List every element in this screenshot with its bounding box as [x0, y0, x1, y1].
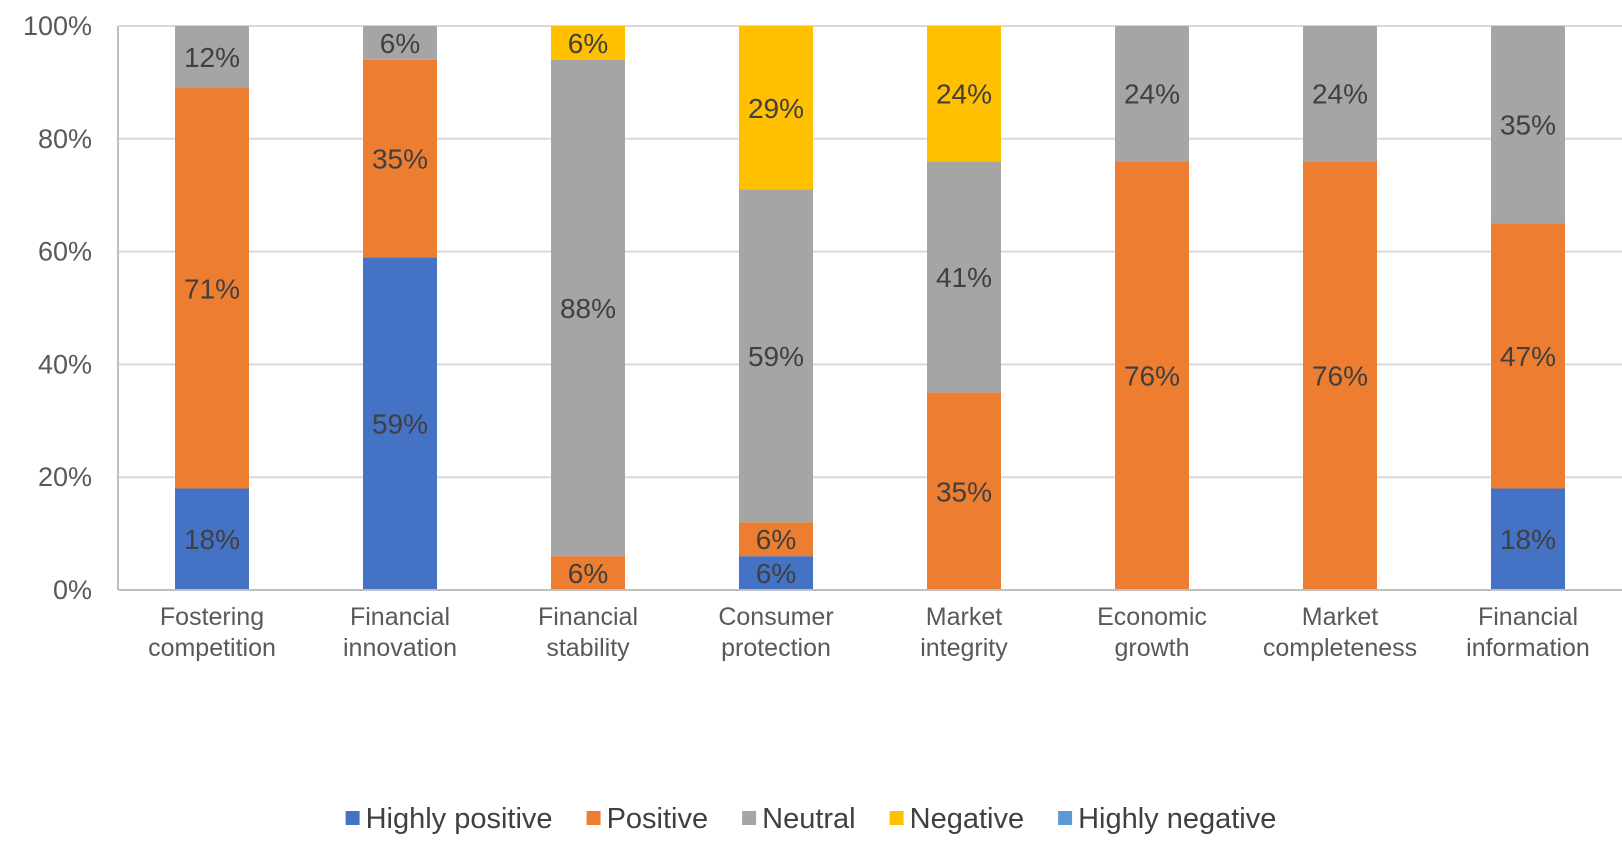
data-label: 71% [184, 273, 240, 304]
bar-segment [927, 392, 1001, 590]
legend-item: Highly positive [345, 803, 553, 835]
bar-segment [1491, 223, 1565, 489]
x-tick-label: Market [1302, 603, 1378, 631]
y-tick-label: 60% [38, 237, 92, 267]
data-label: 47% [1500, 341, 1556, 372]
data-label: 35% [372, 144, 428, 175]
bar-segment [551, 59, 625, 557]
bars [175, 26, 1565, 591]
bar-segment [175, 88, 249, 489]
y-tick-label: 40% [38, 349, 92, 379]
data-label: 59% [372, 409, 428, 440]
data-label: 35% [936, 476, 992, 507]
data-label: 24% [1312, 79, 1368, 110]
legend-label: Neutral [762, 803, 856, 835]
x-tick-label: stability [546, 634, 630, 662]
legend-label: Negative [910, 803, 1024, 835]
legend-label: Highly positive [366, 803, 553, 835]
x-tick-label: innovation [343, 634, 457, 662]
data-label: 24% [936, 79, 992, 110]
bar-segment [363, 59, 437, 258]
gridlines [118, 25, 1622, 479]
y-tick-label: 80% [38, 124, 92, 154]
legend-item: Positive [586, 803, 709, 835]
bar-segment [739, 522, 813, 557]
y-tick-label: 0% [53, 575, 92, 605]
y-axis: 0% 20% 40% 60% 80% 100% [23, 11, 119, 605]
bar-segment [1303, 161, 1377, 591]
x-tick-label: Financial [350, 603, 450, 631]
bar-segment [1115, 26, 1189, 162]
bar-segment [927, 161, 1001, 393]
bar-segment [363, 26, 437, 60]
bar-segment [1115, 161, 1189, 591]
data-label: 18% [184, 524, 240, 555]
x-tick-label: Financial [1478, 603, 1578, 631]
data-label: 35% [1500, 110, 1556, 141]
data-label: 12% [184, 42, 240, 73]
bar-segment [363, 257, 437, 590]
legend-swatch [586, 811, 601, 825]
bar-segment [175, 26, 249, 89]
bar-segment [739, 189, 813, 523]
data-label: 6% [756, 558, 796, 589]
bar-segment [551, 556, 625, 590]
data-label: 76% [1312, 361, 1368, 392]
x-tick-label: Fostering [160, 603, 264, 631]
data-label: 24% [1124, 79, 1180, 110]
x-tick-label: Market [926, 603, 1002, 631]
data-label: 6% [756, 524, 796, 555]
data-label: 18% [1500, 524, 1556, 555]
x-tick-label: Consumer [718, 603, 833, 631]
x-tick-label: completeness [1263, 634, 1417, 662]
x-tick-label: Economic [1097, 603, 1207, 631]
legend: Highly positive Positive Neutral Negative Hi… [345, 803, 1276, 835]
legend-swatch [1058, 811, 1073, 825]
legend-swatch [889, 811, 904, 825]
y-tick-label: 20% [38, 462, 92, 492]
bar-segment [927, 26, 1001, 162]
legend-label: Highly negative [1078, 803, 1276, 835]
data-labels: 18%71%12%59%35%6%6%88%6%6%6%59%29%35%41%… [184, 28, 1556, 589]
bar-segment [551, 26, 625, 60]
x-axis: Fostering competition Financial innovation F… [118, 589, 1622, 662]
x-tick-label: protection [721, 634, 831, 662]
data-label: 6% [568, 28, 608, 59]
x-tick-label: growth [1114, 634, 1189, 662]
y-tick-label: 100% [23, 11, 92, 41]
x-tick-label: information [1466, 634, 1590, 662]
data-label: 41% [936, 262, 992, 293]
bar-segment [175, 488, 249, 590]
x-tick-label: Financial [538, 603, 638, 631]
legend-swatch [742, 811, 757, 825]
x-tick-label: integrity [920, 634, 1008, 662]
bar-segment [739, 556, 813, 590]
legend-item: Neutral [742, 803, 856, 835]
bar-segment [739, 26, 813, 190]
data-label: 59% [748, 341, 804, 372]
data-label: 76% [1124, 361, 1180, 392]
legend-label: Positive [607, 803, 709, 835]
x-tick-label: competition [148, 634, 276, 662]
data-label: 88% [560, 293, 616, 324]
legend-item: Highly negative [1058, 803, 1276, 835]
legend-swatch [345, 811, 360, 825]
bar-segment [1491, 26, 1565, 224]
legend-item: Negative [889, 803, 1024, 835]
data-label: 29% [748, 93, 804, 124]
bar-segment [1491, 488, 1565, 590]
bar-segment [1303, 26, 1377, 162]
data-label: 6% [568, 558, 608, 589]
data-label: 6% [380, 28, 420, 59]
